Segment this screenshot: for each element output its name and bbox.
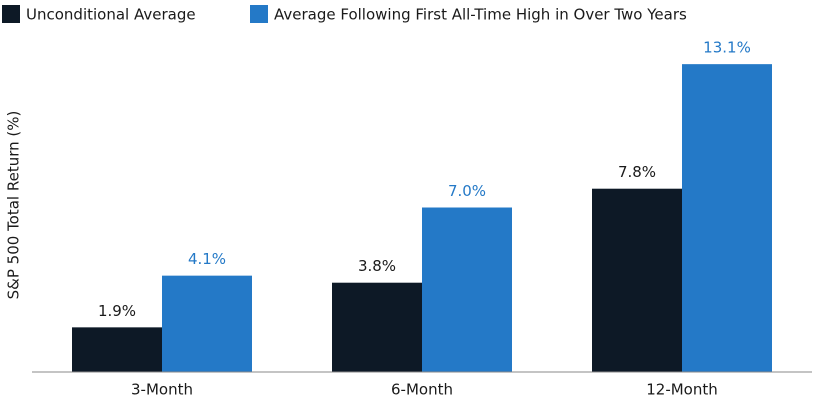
- data-label: 13.1%: [703, 39, 751, 57]
- legend-label: Unconditional Average: [26, 6, 196, 24]
- x-tick-label: 6-Month: [391, 381, 453, 399]
- y-axis-label: S&P 500 Total Return (%): [5, 111, 23, 300]
- data-label: 7.0%: [448, 182, 486, 200]
- data-label: 7.8%: [618, 163, 656, 181]
- legend-swatch: [250, 5, 268, 23]
- bar: [72, 327, 162, 372]
- data-label: 1.9%: [98, 302, 136, 320]
- data-label: 3.8%: [358, 257, 396, 275]
- x-tick-label: 3-Month: [131, 381, 193, 399]
- x-tick-label: 12-Month: [646, 381, 718, 399]
- legend-swatch: [2, 5, 20, 23]
- legend-label: Average Following First All-Time High in…: [274, 6, 687, 24]
- bar: [592, 188, 682, 372]
- bar: [422, 207, 512, 372]
- bar: [162, 275, 252, 372]
- bar: [682, 64, 772, 373]
- data-label: 4.1%: [188, 250, 226, 268]
- bar: [332, 282, 422, 372]
